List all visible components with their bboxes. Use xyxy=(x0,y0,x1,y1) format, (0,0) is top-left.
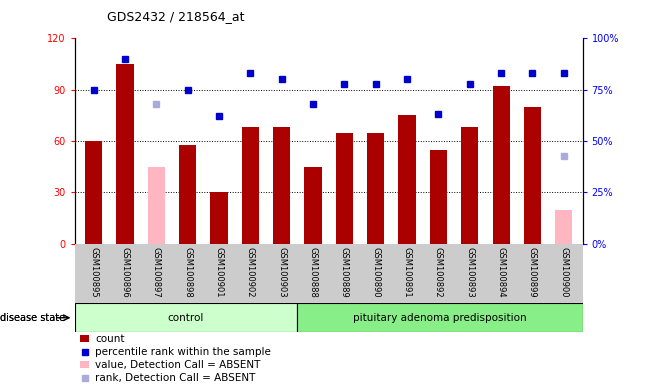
Text: GSM100899: GSM100899 xyxy=(528,247,537,298)
Bar xyxy=(430,150,447,244)
Bar xyxy=(80,335,89,342)
Bar xyxy=(85,141,102,244)
Text: percentile rank within the sample: percentile rank within the sample xyxy=(95,347,271,357)
Text: GSM100897: GSM100897 xyxy=(152,247,161,298)
Bar xyxy=(242,127,259,244)
Text: GSM100895: GSM100895 xyxy=(89,247,98,298)
Text: GSM100889: GSM100889 xyxy=(340,247,349,298)
Text: GSM100896: GSM100896 xyxy=(120,247,130,298)
Text: GSM100902: GSM100902 xyxy=(246,247,255,297)
Bar xyxy=(273,127,290,244)
Bar xyxy=(367,132,384,244)
Text: disease state: disease state xyxy=(0,313,65,323)
Text: count: count xyxy=(95,334,125,344)
Bar xyxy=(117,64,133,244)
Bar xyxy=(75,244,583,303)
Bar xyxy=(305,167,322,244)
Bar xyxy=(210,192,228,244)
Bar xyxy=(493,86,510,244)
Bar xyxy=(524,107,541,244)
Text: GSM100894: GSM100894 xyxy=(497,247,506,298)
Bar xyxy=(398,116,416,244)
Text: GDS2432 / 218564_at: GDS2432 / 218564_at xyxy=(107,10,245,23)
Text: GSM100900: GSM100900 xyxy=(559,247,568,297)
Text: control: control xyxy=(168,313,204,323)
Text: GSM100893: GSM100893 xyxy=(465,247,475,298)
Text: GSM100898: GSM100898 xyxy=(183,247,192,298)
Bar xyxy=(461,127,478,244)
Text: pituitary adenoma predisposition: pituitary adenoma predisposition xyxy=(353,313,527,323)
Text: GSM100888: GSM100888 xyxy=(309,247,318,298)
Text: value, Detection Call = ABSENT: value, Detection Call = ABSENT xyxy=(95,359,260,369)
Bar xyxy=(179,144,197,244)
Bar xyxy=(555,210,572,244)
Bar xyxy=(80,361,89,368)
Text: GSM100890: GSM100890 xyxy=(371,247,380,298)
Text: rank, Detection Call = ABSENT: rank, Detection Call = ABSENT xyxy=(95,372,256,382)
Bar xyxy=(297,303,583,332)
Bar xyxy=(336,132,353,244)
Text: disease state: disease state xyxy=(0,313,65,323)
Bar xyxy=(148,167,165,244)
Text: GSM100891: GSM100891 xyxy=(402,247,411,298)
Bar xyxy=(75,303,297,332)
Text: GSM100903: GSM100903 xyxy=(277,247,286,298)
Text: GSM100901: GSM100901 xyxy=(215,247,223,297)
Text: GSM100892: GSM100892 xyxy=(434,247,443,298)
